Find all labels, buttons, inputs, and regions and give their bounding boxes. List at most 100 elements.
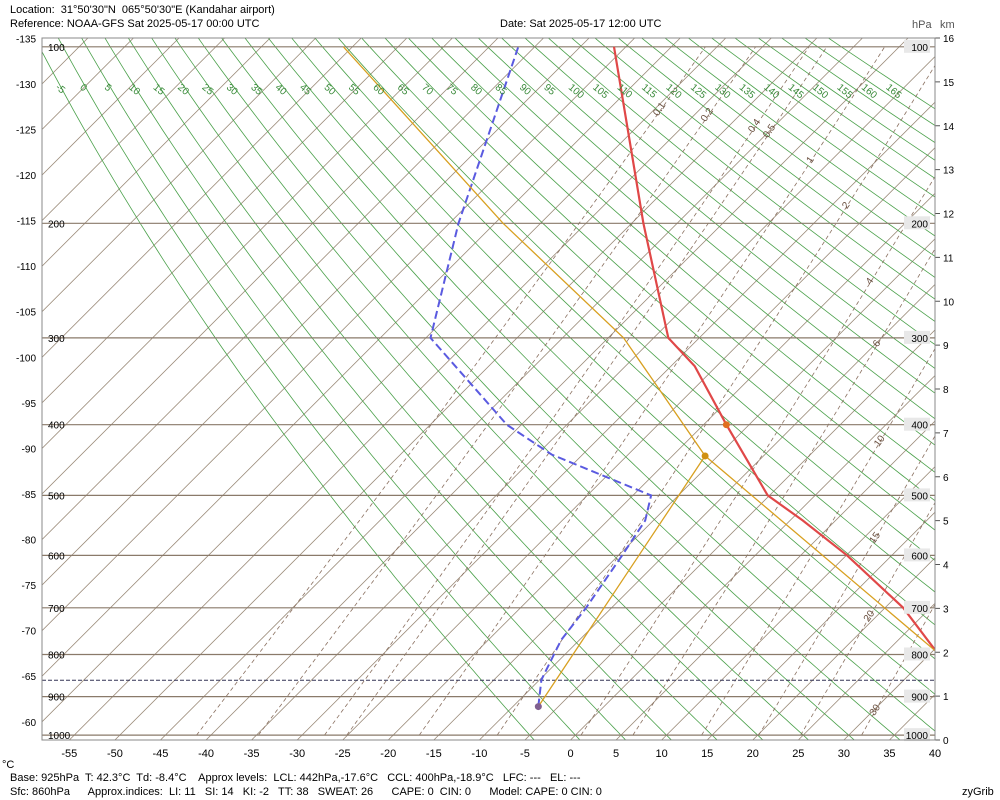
dry-adiabat [571, 38, 935, 322]
isotherm [42, 38, 681, 677]
mixing-ratio-line [196, 46, 706, 736]
theta-label: 0 [77, 82, 89, 94]
mixing-ratio-line [800, 501, 935, 736]
profile-line [342, 46, 935, 652]
pressure-label-bg [904, 548, 930, 562]
profile-line [612, 46, 935, 652]
footer-line: Base: 925hPa T: 42.3°C Td: -8.4°C Approx… [10, 772, 581, 784]
left-tick-label: -75 [22, 581, 37, 592]
isotherm [752, 557, 935, 740]
x-tick-label: 5 [613, 748, 619, 760]
mixing-label: 1 [805, 154, 817, 165]
dry-adiabat [594, 38, 935, 300]
left-tick-label: -135 [16, 34, 36, 45]
level-marker [701, 452, 709, 460]
x-tick-label: -20 [380, 748, 396, 760]
frame [41, 37, 936, 741]
left-tick-label: -125 [16, 125, 36, 136]
left-tick-label: -100 [16, 353, 36, 364]
pressure-label-left: 900 [48, 693, 65, 704]
plot-area [42, 38, 935, 740]
isotherm [433, 238, 935, 740]
km-label: 16 [943, 34, 955, 45]
dry-adiabat [407, 38, 935, 502]
isotherm [42, 38, 317, 313]
km-label: 11 [943, 253, 954, 264]
location: Location: 31°50'30"N 065°50'30"E (Kandah… [10, 4, 275, 16]
pressure-label-bg [904, 39, 930, 53]
isotherm [524, 329, 935, 740]
pressure-label-right: 1000 [906, 731, 929, 742]
x-tick-label: 20 [747, 748, 759, 760]
left-tick-label: -70 [22, 627, 37, 638]
pressure-label-right: 600 [911, 551, 928, 562]
dry-adiabat [617, 38, 935, 278]
pressure-label-right: 800 [911, 650, 928, 661]
isotherm [42, 38, 635, 632]
date: Date: Sat 2025-05-17 12:00 UTC [500, 18, 661, 30]
km-label: 5 [943, 517, 949, 528]
isotherm [42, 38, 225, 222]
km-label: 10 [943, 297, 955, 308]
km-label: 13 [943, 166, 955, 177]
km-label: 1 [943, 692, 949, 703]
x-tick-label: 10 [656, 748, 668, 760]
dry-adiabat [431, 38, 935, 473]
mixing-ratio-line [580, 175, 935, 736]
left-tick-label: -90 [22, 444, 37, 455]
pressure-label-left: 200 [48, 219, 65, 230]
mixing-label: 2 [840, 200, 852, 211]
dry-adiabat [267, 38, 935, 695]
pressure-label-left: 1000 [48, 731, 71, 742]
pressure-label-left: 400 [48, 421, 65, 432]
dry-adiabat [244, 38, 935, 732]
mixing-ratio-line [346, 46, 828, 736]
pressure-label-left: 500 [48, 491, 65, 502]
pressure-label-bg [904, 600, 930, 614]
dry-adiabat [127, 38, 718, 740]
dry-adiabat [221, 38, 901, 740]
isotherm [706, 511, 935, 740]
height-unit: km [940, 19, 955, 31]
isotherm [387, 192, 935, 740]
pressure-label-bg [904, 216, 930, 230]
isotherm [251, 56, 935, 740]
pressure-label-left: 300 [48, 334, 65, 345]
pressure-label-right: 700 [911, 604, 928, 615]
mixing-ratio-line [632, 248, 935, 736]
pressure-label-left: 100 [48, 43, 65, 54]
profile-line [537, 455, 706, 707]
isotherm [42, 38, 544, 541]
km-label: 6 [943, 473, 949, 484]
isotherm [42, 38, 590, 586]
pressure-label-bg [904, 689, 930, 703]
km-label: 8 [943, 385, 949, 396]
mixing-ratio-line [324, 46, 810, 736]
isotherm [42, 38, 453, 449]
km-label: 4 [943, 561, 949, 572]
pressure-label-bg [904, 728, 930, 742]
isotherm [42, 38, 180, 176]
x-tick-label: 40 [929, 748, 941, 760]
pressure-label-right: 400 [911, 421, 928, 432]
left-tick-label: -120 [16, 171, 36, 182]
x-tick-label: -10 [471, 748, 487, 760]
isotherm [205, 38, 909, 740]
km-label: 12 [943, 210, 955, 221]
mixing-label: 6 [871, 338, 883, 349]
dry-adiabat [547, 38, 935, 346]
x-tick-label: 30 [838, 748, 850, 760]
pressure-label-right: 900 [911, 693, 928, 704]
dry-adiabat [57, 38, 581, 740]
left-tick-label: -60 [22, 718, 37, 729]
x-tick-label: 0 [567, 748, 573, 760]
profile-line [429, 46, 653, 707]
dry-adiabat [42, 50, 535, 740]
pressure-unit: hPa [912, 19, 932, 31]
km-label: 3 [943, 604, 949, 615]
x-tick-label: -50 [107, 748, 123, 760]
isotherm [479, 283, 935, 740]
pressure-label-left: 800 [48, 650, 65, 661]
theta-label: 5 [102, 82, 114, 94]
